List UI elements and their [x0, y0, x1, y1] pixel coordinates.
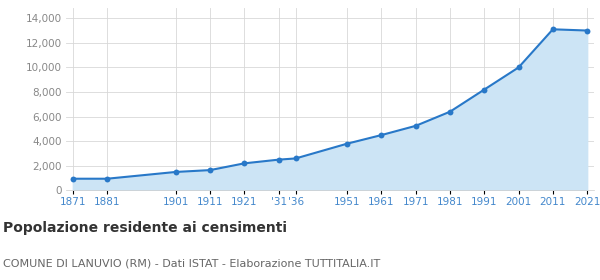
- Point: [68, 176, 77, 181]
- Point: [583, 28, 592, 33]
- Point: [205, 168, 215, 172]
- Point: [411, 123, 421, 128]
- Point: [479, 87, 489, 92]
- Point: [274, 157, 283, 162]
- Point: [377, 133, 386, 137]
- Text: COMUNE DI LANUVIO (RM) - Dati ISTAT - Elaborazione TUTTITALIA.IT: COMUNE DI LANUVIO (RM) - Dati ISTAT - El…: [3, 258, 380, 268]
- Point: [343, 141, 352, 146]
- Point: [514, 65, 523, 70]
- Point: [445, 109, 455, 114]
- Text: Popolazione residente ai censimenti: Popolazione residente ai censimenti: [3, 221, 287, 235]
- Point: [103, 176, 112, 181]
- Point: [291, 156, 301, 161]
- Point: [239, 161, 249, 165]
- Point: [548, 27, 557, 32]
- Point: [171, 170, 181, 174]
